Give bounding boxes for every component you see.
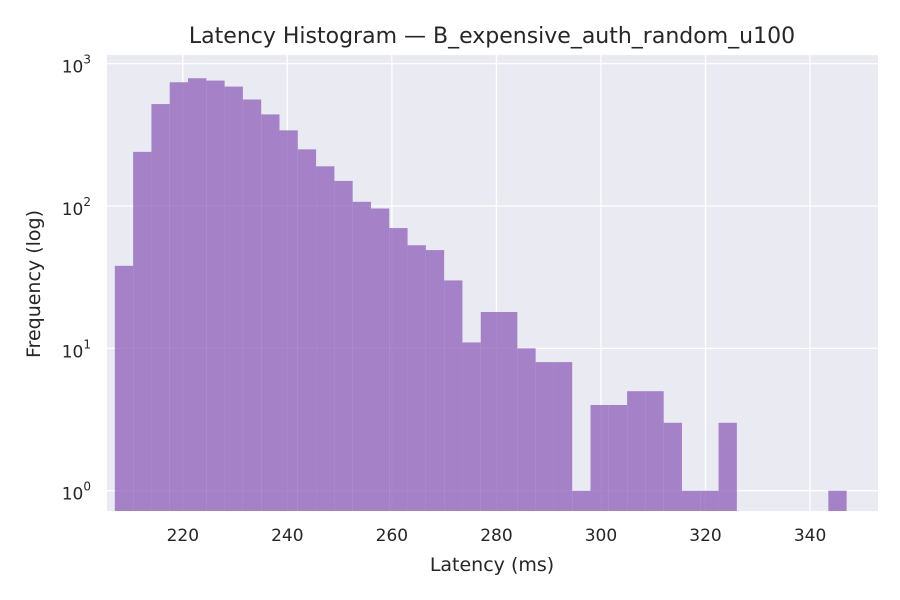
histogram-bar [114, 265, 134, 511]
histogram-bar [535, 362, 554, 511]
histogram-bar [444, 280, 463, 511]
histogram-bar [261, 114, 280, 512]
histogram-bar [206, 80, 225, 512]
histogram-bar [663, 422, 682, 511]
histogram-bar [499, 312, 518, 511]
y-tick-label: 100 [62, 480, 91, 505]
y-tick-label: 102 [62, 195, 91, 220]
x-tick-label: 280 [480, 526, 512, 546]
histogram-bar [334, 180, 353, 511]
y-tick-label: 103 [62, 53, 91, 78]
histogram-bar [480, 312, 500, 511]
histogram-bar [297, 149, 317, 512]
histogram-bar [425, 250, 445, 512]
histogram-bar [407, 245, 426, 512]
chart-title: Latency Histogram — B_expensive_auth_ran… [189, 24, 795, 49]
histogram-bar [462, 342, 481, 511]
histogram-bar [133, 151, 152, 511]
histogram-bar [700, 490, 719, 511]
x-tick-label: 260 [376, 526, 408, 546]
y-axis-ticks: 100 101 102 103 [62, 53, 91, 505]
histogram-bar [517, 348, 536, 511]
histogram-bar [279, 130, 298, 511]
histogram-bar [572, 490, 591, 511]
x-tick-label: 220 [167, 526, 199, 546]
histogram-bar [242, 99, 262, 511]
x-axis-label: Latency (ms) [430, 554, 554, 576]
histogram-bar [828, 490, 847, 511]
x-tick-label: 340 [794, 526, 826, 546]
histogram-bar [151, 104, 170, 512]
histogram-bar [389, 228, 408, 511]
x-tick-label: 320 [689, 526, 721, 546]
histogram-bar [352, 201, 371, 511]
y-tick-label: 101 [62, 337, 91, 362]
histogram-bar [718, 422, 737, 511]
histogram-bar [224, 86, 243, 512]
histogram-bar [681, 490, 701, 511]
histogram-bar [645, 391, 664, 511]
histogram-bar [608, 404, 628, 511]
histogram-bar [590, 404, 609, 511]
histogram-bars [114, 78, 847, 512]
histogram-bar [188, 78, 207, 512]
x-tick-label: 300 [585, 526, 617, 546]
histogram-bar [316, 166, 335, 511]
histogram-bar [370, 208, 390, 511]
histogram-bar [627, 391, 646, 511]
histogram-bar [553, 362, 573, 511]
y-axis-label: Frequency (log) [23, 210, 45, 358]
histogram-bar [169, 82, 189, 512]
x-tick-label: 240 [271, 526, 303, 546]
x-axis-ticks: 220 240 260 280 300 320 340 [167, 526, 827, 546]
